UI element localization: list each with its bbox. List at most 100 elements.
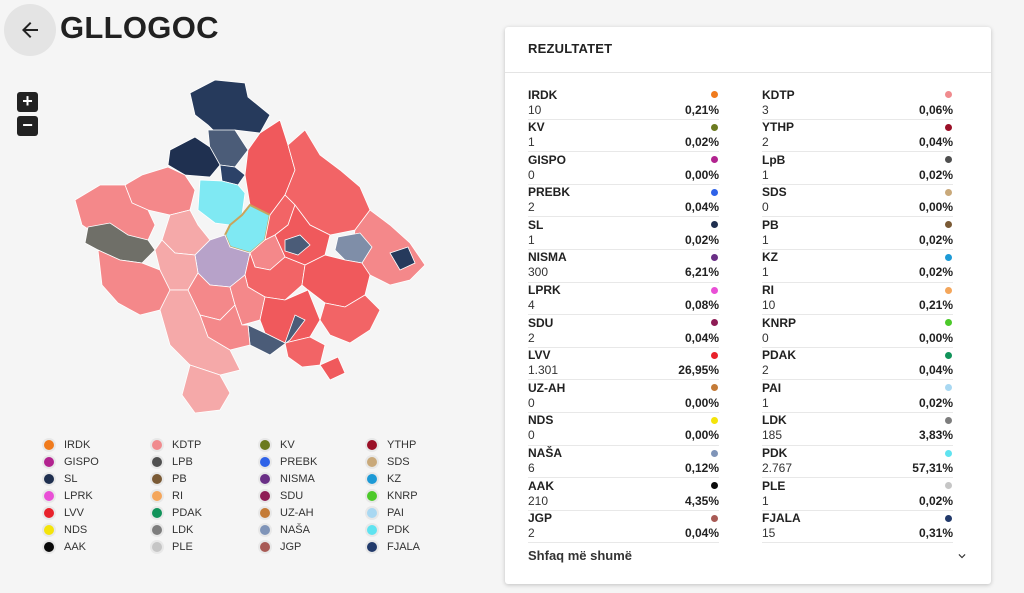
result-row: NDS 0 0,00%	[528, 413, 719, 446]
show-more-button[interactable]: Shfaq më shumë	[528, 548, 969, 563]
party-percentage: 0,31%	[918, 526, 953, 541]
party-percentage: 0,02%	[918, 232, 953, 247]
legend-color-dot	[152, 541, 162, 552]
party-color-dot	[945, 286, 952, 294]
party-percentage: 4,35%	[684, 493, 719, 508]
legend-color-dot	[367, 524, 377, 535]
party-percentage: 0,02%	[684, 135, 719, 150]
map-region-dragash[interactable]	[181, 364, 231, 414]
result-row: LPRK 4 0,08%	[528, 283, 719, 316]
results-title: REZULTATET	[505, 27, 991, 73]
results-panel: REZULTATET IRDK 10 0,21% KV 1 0,02% GISPO 0 0,00…	[505, 27, 991, 584]
party-votes: 4	[528, 298, 535, 313]
party-color-dot	[711, 482, 718, 490]
legend-item: AAK	[44, 538, 152, 555]
legend-item: PLE	[152, 538, 260, 555]
legend-label: SDU	[280, 489, 304, 502]
legend-item: GISPO	[44, 453, 152, 470]
party-percentage: 0,12%	[684, 461, 719, 476]
legend-item: IRDK	[44, 436, 152, 453]
party-color-dot	[711, 188, 718, 196]
result-row: PREBK 2 0,04%	[528, 185, 719, 218]
party-name: KV	[528, 120, 545, 135]
party-votes: 1	[762, 493, 769, 508]
legend-color-dot	[367, 439, 377, 450]
party-name: KDTP	[762, 87, 795, 102]
party-percentage: 0,04%	[918, 135, 953, 150]
municipality-map[interactable]	[70, 75, 440, 415]
party-percentage: 26,95%	[678, 363, 719, 378]
result-row: SDU 2 0,04%	[528, 315, 719, 348]
legend-color-dot	[152, 507, 162, 518]
map-region-zubin-potok[interactable]	[167, 136, 221, 178]
legend-color-dot	[260, 456, 270, 467]
party-votes: 3	[762, 102, 769, 117]
party-percentage: 0,04%	[684, 200, 719, 215]
party-percentage: 0,02%	[918, 395, 953, 410]
result-row: UZ-AH 0 0,00%	[528, 380, 719, 413]
legend-color-dot	[260, 524, 270, 535]
result-row: PLE 1 0,02%	[762, 478, 953, 511]
legend-color-dot	[152, 490, 162, 501]
legend-item: NISMA	[260, 470, 367, 487]
party-color-dot	[945, 416, 952, 424]
result-row: PB 1 0,02%	[762, 217, 953, 250]
party-votes: 2	[528, 330, 535, 345]
legend-item: SDS	[367, 453, 467, 470]
zoom-in-button[interactable]: +	[17, 92, 38, 112]
party-percentage: 0,00%	[684, 395, 719, 410]
legend-color-dot	[260, 541, 270, 552]
party-votes: 15	[762, 526, 776, 541]
party-votes: 6	[528, 461, 535, 476]
party-percentage: 0,21%	[684, 102, 719, 117]
zoom-out-button[interactable]: −	[17, 116, 38, 136]
party-name: LDK	[762, 413, 787, 428]
party-name: YTHP	[762, 120, 795, 135]
party-color-dot	[945, 156, 952, 164]
party-color-dot	[945, 351, 952, 359]
party-percentage: 57,31%	[912, 461, 953, 476]
party-name: PB	[762, 217, 779, 232]
legend-label: FJALA	[387, 540, 421, 553]
map-region-leposaviq[interactable]	[189, 79, 271, 138]
party-name: RI	[762, 283, 774, 298]
map-region-rugova[interactable]	[84, 222, 156, 264]
results-column-left: IRDK 10 0,21% KV 1 0,02% GISPO 0 0,00% PREBK 2 0,04…	[528, 87, 719, 544]
legend-color-dot	[44, 439, 54, 450]
party-color-dot	[945, 319, 952, 327]
party-name: PLE	[762, 478, 786, 493]
map-region-kacanik[interactable]	[284, 336, 326, 368]
map-region-mitrovica-north[interactable]	[219, 164, 246, 186]
legend-item: PDK	[367, 521, 467, 538]
back-button[interactable]	[4, 4, 56, 56]
legend-label: PB	[172, 472, 187, 485]
map-region-hani-elezit[interactable]	[319, 356, 346, 381]
legend-label: PAI	[387, 506, 404, 519]
party-votes: 1	[762, 265, 769, 280]
map-region-gracanica[interactable]	[284, 234, 311, 256]
party-color-dot	[711, 253, 718, 261]
party-name: NDS	[528, 413, 554, 428]
map-region-prizren[interactable]	[159, 289, 241, 376]
party-name: LPRK	[528, 283, 561, 298]
legend-color-dot	[367, 456, 377, 467]
party-votes: 2.767	[762, 461, 793, 476]
legend-color-dot	[44, 507, 54, 518]
legend-item: PB	[152, 470, 260, 487]
result-row: RI 10 0,21%	[762, 283, 953, 316]
map-region-viti[interactable]	[319, 294, 381, 344]
party-color-dot	[711, 91, 718, 98]
party-votes: 0	[528, 167, 535, 182]
arrow-left-icon	[22, 22, 38, 38]
map-region-shterpce[interactable]	[247, 314, 306, 356]
legend-color-dot	[44, 490, 54, 501]
legend-color-dot	[260, 439, 270, 450]
result-row: KZ 1 0,02%	[762, 250, 953, 283]
legend-item: PDAK	[152, 504, 260, 521]
party-votes: 10	[528, 102, 542, 117]
party-percentage: 0,06%	[918, 102, 953, 117]
map-region-ranilug[interactable]	[389, 246, 416, 271]
party-votes: 0	[528, 428, 535, 443]
party-color-dot	[945, 449, 952, 457]
result-row: JGP 2 0,04%	[528, 511, 719, 544]
